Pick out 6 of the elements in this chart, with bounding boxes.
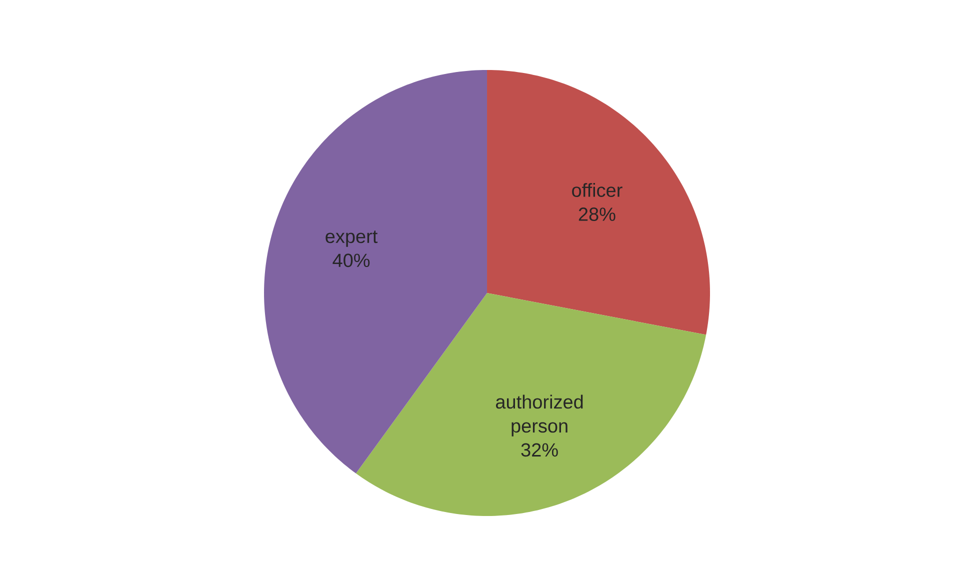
data-label: 32% (521, 443, 558, 457)
slice-label: expert (326, 230, 378, 247)
slice-label: officer (572, 183, 622, 197)
data-label: 28% (578, 208, 616, 221)
data-label: 40% (332, 254, 370, 268)
slice-label: authorized person (496, 394, 583, 436)
